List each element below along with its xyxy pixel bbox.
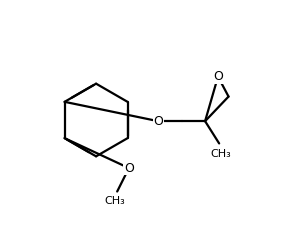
Text: CH₃: CH₃ <box>210 149 231 159</box>
Text: O: O <box>153 115 163 128</box>
Text: CH₃: CH₃ <box>104 196 125 206</box>
Text: O: O <box>124 162 134 174</box>
Text: O: O <box>213 70 223 83</box>
